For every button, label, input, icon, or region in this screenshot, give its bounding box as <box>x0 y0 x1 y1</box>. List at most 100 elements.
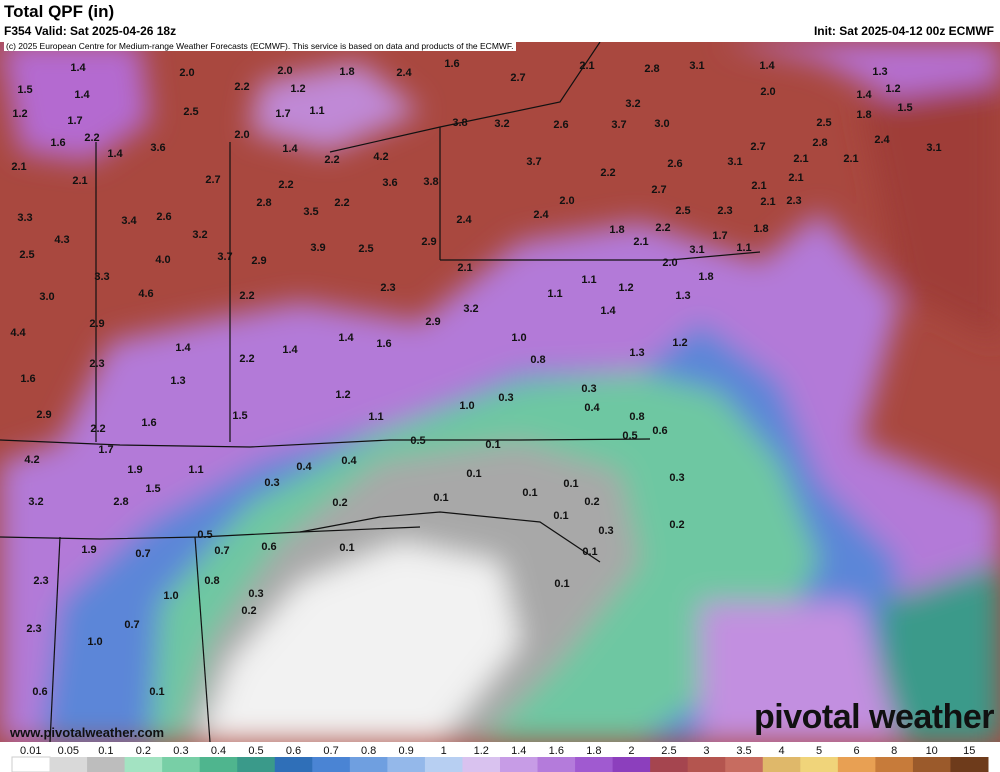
colorbar-label: 0.6 <box>286 745 301 757</box>
qpf-label: 0.3 <box>581 383 596 395</box>
colorbar-swatch <box>950 757 989 772</box>
qpf-label: 0.3 <box>598 525 613 537</box>
colorbar-swatch <box>687 757 726 772</box>
qpf-label: 0.6 <box>652 425 667 437</box>
qpf-label: 1.9 <box>127 464 142 476</box>
qpf-label: 2.8 <box>812 137 827 149</box>
qpf-label: 2.8 <box>113 496 128 508</box>
colorbar-swatch <box>49 757 88 772</box>
colorbar-label: 15 <box>963 745 975 757</box>
qpf-label: 1.7 <box>712 230 727 242</box>
qpf-label: 1.8 <box>698 271 713 283</box>
qpf-label: 1.0 <box>511 332 526 344</box>
qpf-label: 0.1 <box>149 686 164 698</box>
qpf-label: 2.0 <box>234 129 249 141</box>
qpf-label: 2.9 <box>421 236 436 248</box>
colorbar-swatch <box>800 757 839 772</box>
qpf-label: 1.4 <box>175 342 191 354</box>
qpf-label: 1.0 <box>459 400 474 412</box>
qpf-label: 0.1 <box>339 542 354 554</box>
qpf-label: 1.4 <box>759 60 775 72</box>
qpf-label: 3.5 <box>303 206 318 218</box>
qpf-label: 3.3 <box>17 212 32 224</box>
qpf-label: 2.0 <box>559 195 574 207</box>
qpf-label: 2.2 <box>239 290 254 302</box>
qpf-label: 3.0 <box>39 291 54 303</box>
map: 1.4 2.0 2.0 1.8 2.41.62.72.1 2.8 3.1 1.4 1.31.5 1… <box>0 42 1000 742</box>
qpf-label: 2.0 <box>760 86 775 98</box>
qpf-label: 2.3 <box>26 623 41 635</box>
qpf-label: 3.9 <box>310 242 325 254</box>
qpf-label: 1.4 <box>74 89 90 101</box>
qpf-label: 4.2 <box>373 151 388 163</box>
colorbar-swatch <box>762 757 801 772</box>
qpf-label: 1.3 <box>629 347 644 359</box>
border <box>49 536 61 742</box>
qpf-label: 3.8 <box>423 176 438 188</box>
colorbar-swatch <box>575 757 614 772</box>
colorbar-swatch <box>237 757 276 772</box>
colorbar-label: 0.5 <box>248 745 263 757</box>
colorbar-label: 5 <box>816 745 822 757</box>
qpf-label: 1.3 <box>170 375 185 387</box>
qpf-label: 2.1 <box>843 153 858 165</box>
qpf-label: 1.1 <box>581 274 596 286</box>
qpf-label: 3.2 <box>192 229 207 241</box>
qpf-label: 2.1 <box>72 175 87 187</box>
qpf-label: 1.7 <box>275 108 290 120</box>
qpf-label: 0.1 <box>554 578 569 590</box>
qpf-label: 2.4 <box>456 214 472 226</box>
qpf-label: 1.2 <box>672 337 687 349</box>
qpf-label: 0.4 <box>341 455 357 467</box>
qpf-label: 2.4 <box>533 209 549 221</box>
qpf-label: 0.1 <box>522 487 537 499</box>
qpf-label: 1.2 <box>618 282 633 294</box>
qpf-label: 2.0 <box>662 257 677 269</box>
colorbar-label: 1 <box>441 745 447 757</box>
qpf-label: 1.5 <box>17 84 32 96</box>
qpf-label: 1.1 <box>368 411 383 423</box>
qpf-label: 1.2 <box>290 83 305 95</box>
qpf-label: 1.2 <box>12 108 27 120</box>
qpf-label: 1.4 <box>282 143 298 155</box>
qpf-label: 2.9 <box>425 316 440 328</box>
qpf-label: 3.2 <box>625 98 640 110</box>
qpf-label: 2.5 <box>816 117 831 129</box>
colorbar-swatch <box>537 757 576 772</box>
qpf-label: 2.9 <box>89 318 104 330</box>
colorbar-label: 1.2 <box>474 745 489 757</box>
qpf-label: 2.1 <box>457 262 472 274</box>
qpf-label: 2.3 <box>380 282 395 294</box>
colorbar-label: 8 <box>891 745 897 757</box>
qpf-label: 2.5 <box>19 249 34 261</box>
border <box>299 511 601 563</box>
qpf-label: 1.6 <box>50 137 65 149</box>
qpf-label: 0.5 <box>622 430 637 442</box>
qpf-label: 2.6 <box>553 119 568 131</box>
qpf-label: 1.1 <box>188 464 203 476</box>
borders <box>0 42 761 742</box>
qpf-label: 2.7 <box>510 72 525 84</box>
title: Total QPF (in) <box>4 2 115 21</box>
qpf-label: 1.2 <box>335 389 350 401</box>
qpf-label: 0.7 <box>135 548 150 560</box>
qpf-label: 1.3 <box>675 290 690 302</box>
colorbar-swatch <box>837 757 876 772</box>
qpf-label: 2.2 <box>655 222 670 234</box>
qpf-label: 0.2 <box>332 497 347 509</box>
qpf-label: 2.7 <box>205 174 220 186</box>
qpf-label: 2.3 <box>717 205 732 217</box>
colorbar-label: 0.1 <box>98 745 113 757</box>
qpf-label: 1.5 <box>145 483 160 495</box>
qpf-label: 4.0 <box>155 254 170 266</box>
qpf-label: 2.3 <box>33 575 48 587</box>
qpf-label: 1.5 <box>232 410 247 422</box>
qpf-label: 0.6 <box>261 541 276 553</box>
qpf-label: 1.4 <box>338 332 354 344</box>
site-url: www.pivotalweather.com <box>10 725 165 740</box>
qpf-label: 1.1 <box>547 288 562 300</box>
qpf-label: 1.7 <box>67 115 82 127</box>
colorbar-label: 2 <box>628 745 634 757</box>
qpf-label: 0.5 <box>410 435 425 447</box>
